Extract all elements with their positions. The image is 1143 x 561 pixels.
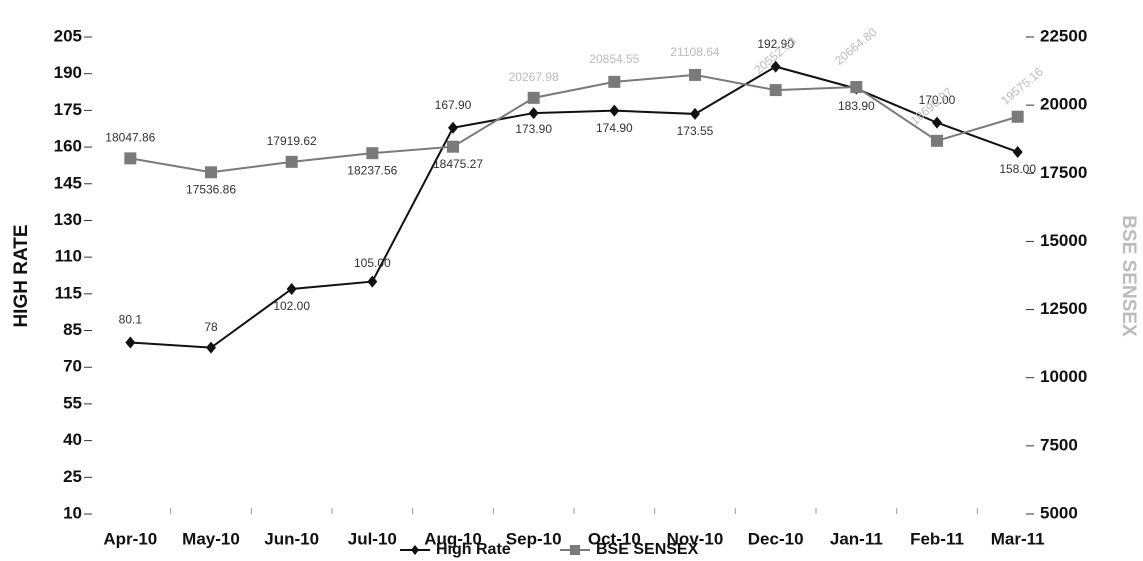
value-label: 20267.98	[509, 70, 559, 84]
y2-tick-label: 7500	[1040, 435, 1078, 454]
y-tick-label: 175	[54, 100, 82, 119]
value-label: 20854.55	[589, 52, 639, 66]
legend-marker	[411, 545, 419, 555]
y-tick-label: 130	[54, 210, 82, 229]
x-tick-label: Aug-10	[424, 529, 482, 548]
y-tick-label: 85	[63, 320, 82, 339]
y-tick-label: 10	[63, 503, 82, 522]
marker	[286, 282, 297, 295]
marker	[366, 147, 379, 160]
marker	[689, 68, 701, 81]
y2-tick-label: 5000	[1040, 503, 1078, 522]
value-label: 78	[204, 320, 218, 334]
marker	[527, 91, 540, 104]
y-tick-label: 70	[63, 357, 82, 376]
y2-tick-label: 17500	[1040, 163, 1087, 182]
marker	[447, 140, 459, 153]
y-tick-label: 190	[54, 63, 82, 82]
marker	[448, 121, 458, 134]
x-tick-label: Dec-10	[748, 529, 804, 548]
marker	[205, 166, 217, 179]
marker	[931, 134, 943, 147]
x-tick-label: Oct-10	[588, 529, 641, 548]
value-label: 170.00	[919, 93, 956, 107]
marker	[285, 155, 298, 168]
x-tick-label: May-10	[182, 529, 240, 548]
marker	[367, 275, 378, 288]
x-tick-label: Nov-10	[667, 529, 724, 548]
marker	[932, 116, 942, 129]
y-tick-label: 145	[54, 173, 82, 192]
legend-marker	[570, 545, 580, 555]
y2-tick-label: 15000	[1040, 231, 1087, 250]
y2-tick-label: 20000	[1040, 95, 1087, 114]
y2-tick-label: 22500	[1040, 26, 1087, 45]
value-label: 19575.16	[998, 64, 1046, 107]
marker	[1012, 145, 1023, 158]
y-tick-label: 160	[54, 137, 82, 156]
y-tick-label: 205	[54, 26, 82, 45]
value-label: 21108.64	[670, 45, 719, 59]
value-label: 80.1	[119, 313, 143, 327]
y-axis-title: HIGH RATE	[11, 224, 32, 327]
y2-tick-label: 12500	[1040, 299, 1087, 318]
value-label: 18237.56	[347, 163, 397, 177]
series-line	[130, 65, 1019, 349]
x-tick-label: Feb-11	[910, 529, 964, 548]
x-tick-label: Sep-10	[506, 529, 562, 548]
marker	[690, 107, 700, 120]
y-tick-label: 55	[63, 393, 82, 412]
x-tick-label: Apr-10	[103, 529, 157, 548]
marker	[770, 60, 781, 73]
marker	[1011, 110, 1024, 123]
value-label: 173.90	[515, 122, 552, 136]
y-tick-label: 25	[63, 467, 82, 486]
y2-tick-label: 10000	[1040, 367, 1087, 386]
value-label: 20664.80	[832, 25, 880, 68]
value-label: 17536.86	[186, 182, 236, 196]
value-label: 174.90	[596, 121, 633, 135]
y-tick-label: 110	[55, 247, 82, 266]
value-label: 192.90	[757, 37, 794, 51]
legend-label: High Rate	[436, 541, 511, 558]
marker	[124, 152, 137, 165]
value-label: 102.00	[273, 299, 310, 313]
value-label: 18475.27	[433, 157, 483, 171]
marker	[608, 75, 621, 88]
y-tick-label: 115	[55, 283, 82, 302]
legend-label: BSE SENSEX	[596, 541, 699, 558]
value-label: 18047.86	[105, 131, 155, 145]
value-label: 17919.62	[267, 134, 317, 148]
marker	[769, 84, 782, 97]
x-tick-label: Jun-10	[264, 529, 319, 548]
marker	[850, 81, 863, 94]
x-tick-label: Jan-11	[830, 529, 883, 548]
value-label: 167.90	[435, 98, 472, 112]
marker	[528, 107, 539, 120]
marker	[609, 104, 620, 117]
y-tick-label: 40	[63, 430, 82, 449]
value-label: 183.90	[838, 99, 875, 113]
y2-axis-title: BSE SENSEX	[1118, 215, 1139, 337]
value-label: 105.00	[354, 256, 391, 270]
marker	[125, 336, 136, 349]
x-tick-label: Mar-11	[991, 529, 1045, 548]
marker	[206, 341, 216, 354]
x-tick-label: Jul-10	[348, 529, 397, 548]
value-label: 173.55	[677, 124, 714, 138]
value-label: 158.00	[999, 162, 1036, 176]
series-line	[130, 73, 1018, 174]
